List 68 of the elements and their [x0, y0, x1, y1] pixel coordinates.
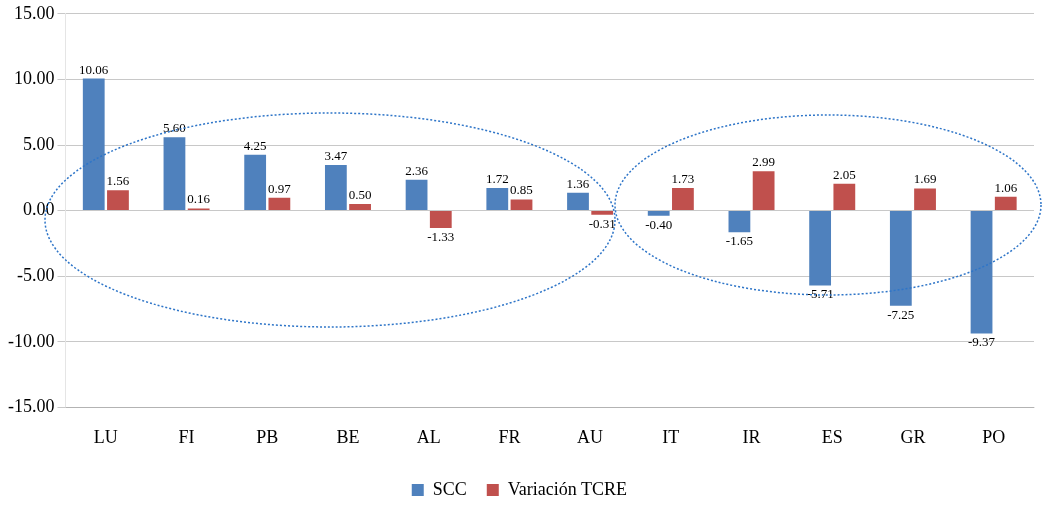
x-tick-label: PB [256, 426, 279, 447]
data-label: -0.31 [588, 215, 616, 231]
bar [486, 188, 509, 211]
bar [672, 187, 694, 211]
data-label: -9.37 [967, 334, 996, 350]
data-label: 0.16 [187, 191, 211, 207]
y-tick-label: -5.00 [16, 264, 55, 285]
y-tick-label: 0.00 [22, 199, 55, 220]
bar [809, 211, 832, 286]
data-label: 2.36 [405, 162, 429, 178]
bar [405, 179, 428, 211]
bar [349, 204, 371, 211]
bar [728, 211, 751, 233]
bar [914, 188, 936, 211]
x-tick-label: AU [577, 426, 604, 447]
data-label: 1.73 [671, 170, 695, 186]
bar [833, 183, 856, 211]
bar [994, 196, 1017, 211]
data-label: 1.56 [106, 173, 130, 189]
x-tick-label: LU [93, 426, 118, 447]
bar [324, 165, 347, 211]
data-label: 1.72 [485, 170, 509, 186]
bar [244, 154, 267, 211]
y-tick-label: -15.00 [7, 396, 55, 417]
bar [268, 197, 291, 211]
x-tick-label: ES [821, 426, 843, 447]
legend-label: SCC [432, 478, 467, 499]
data-label: 2.99 [752, 154, 775, 170]
x-tick-label: FR [498, 426, 521, 447]
bar [163, 137, 186, 211]
x-tick-label: FI [178, 426, 195, 447]
bar [82, 78, 105, 211]
data-label: 0.50 [348, 186, 372, 202]
bar [752, 171, 775, 211]
data-label: -5.71 [806, 286, 834, 302]
data-label: 0.97 [268, 180, 292, 196]
data-label: -7.25 [887, 306, 915, 322]
x-tick-label: GR [900, 426, 926, 447]
legend-label: Variación TCRE [507, 478, 627, 499]
bar [647, 211, 670, 216]
data-label: -0.40 [645, 216, 673, 232]
x-tick-label: IT [662, 426, 680, 447]
data-label: 2.05 [832, 166, 856, 182]
x-tick-label: BE [336, 426, 360, 447]
y-tick-label: -10.00 [7, 330, 55, 351]
bar [889, 211, 912, 306]
data-label: 3.47 [324, 148, 348, 163]
data-label: 1.36 [566, 175, 590, 191]
x-tick-label: IR [742, 426, 761, 447]
bar [591, 211, 614, 215]
y-tick-label: 5.00 [22, 133, 55, 154]
data-label: 1.06 [994, 179, 1018, 195]
bar [107, 190, 129, 211]
y-tick-label: 15.00 [13, 2, 55, 23]
data-label: 4.25 [243, 137, 267, 153]
bar [510, 199, 533, 211]
data-label: 10.06 [79, 61, 109, 77]
data-label: 0.85 [510, 182, 533, 198]
x-tick-label: PO [982, 426, 1006, 447]
bar [429, 211, 452, 229]
data-label: -1.65 [725, 233, 753, 249]
x-tick-label: AL [416, 426, 441, 447]
data-label: 5.60 [163, 120, 186, 136]
data-label: -1.33 [427, 228, 455, 244]
y-tick-label: 10.00 [13, 68, 55, 89]
bar [970, 211, 993, 334]
bar [567, 192, 589, 211]
data-label: 1.69 [913, 171, 937, 187]
